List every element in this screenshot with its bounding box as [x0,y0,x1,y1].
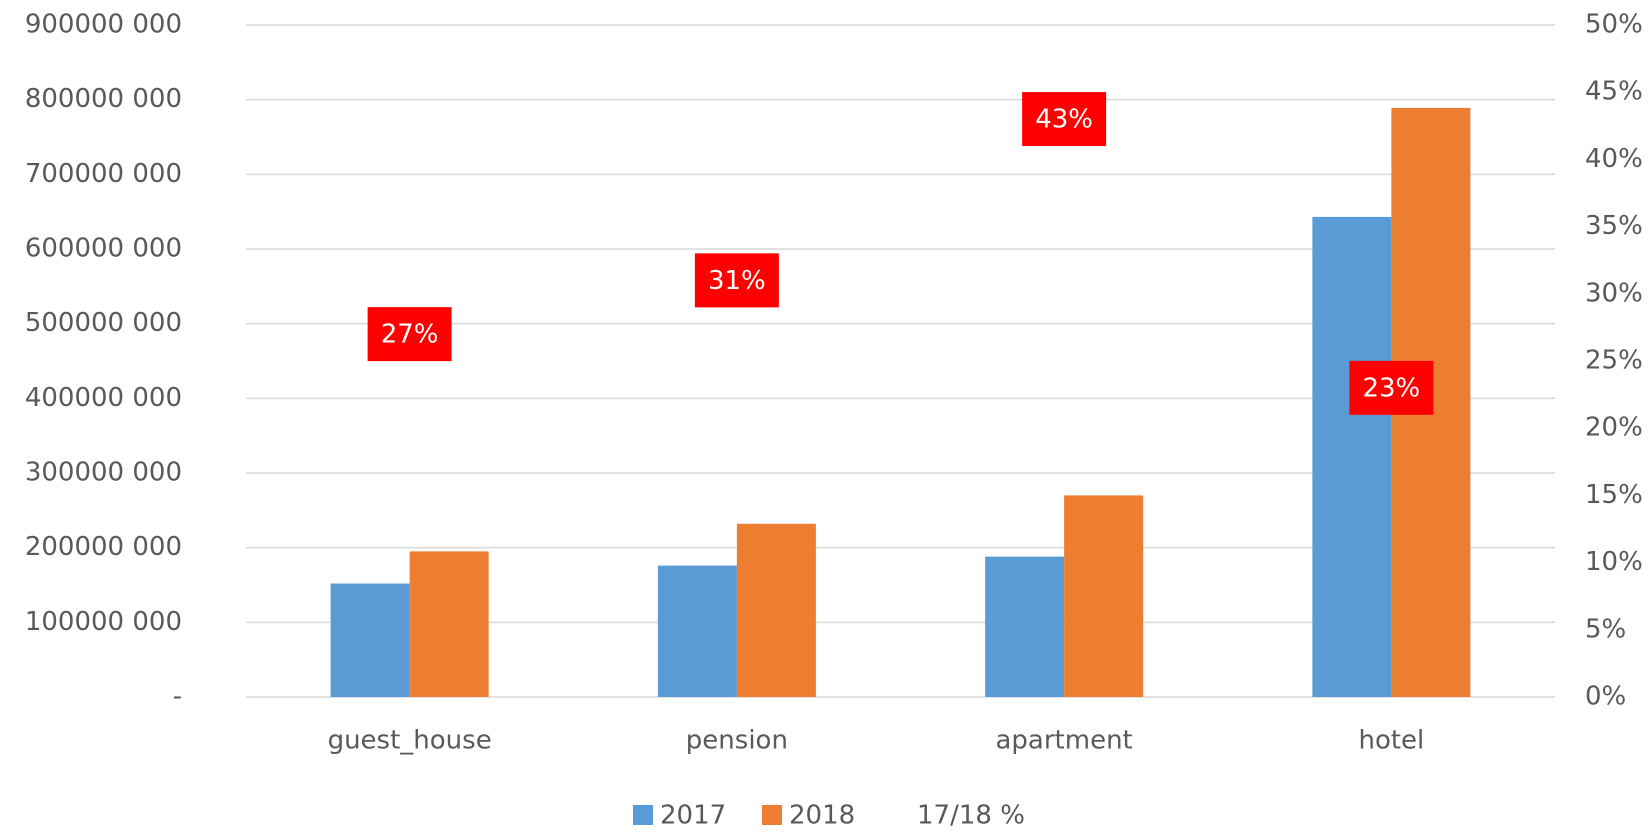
y2-tick-label: 40% [1585,144,1643,174]
percent-label-box [1022,92,1107,147]
y-tick-label: 500000 000 [25,308,182,338]
y-tick-label: 900000 000 [25,10,182,40]
bar [409,551,489,697]
bar [330,583,410,697]
x-tick-label: apartment [996,726,1133,756]
y2-tick-label: 25% [1585,346,1643,376]
y2-tick-label: 45% [1585,77,1643,107]
percent-label-box [367,307,452,362]
percent-label-box [694,253,779,308]
y-tick-label: 700000 000 [25,159,182,189]
y-tick-label: 100000 000 [25,607,182,637]
y2-tick-label: 10% [1585,547,1643,577]
x-tick-label: hotel [1358,726,1424,756]
bar [1064,495,1144,697]
legend-label: 2018 [789,801,855,831]
y2-tick-label: 30% [1585,278,1643,308]
percent-label: 43% [1035,105,1093,135]
y2-tick-label: 20% [1585,413,1643,443]
y2-tick-label: 15% [1585,480,1643,510]
bar [657,565,737,697]
percent-label: 31% [708,266,766,296]
percent-label: 27% [381,320,439,350]
legend-label: 2017 [660,801,726,831]
percent-label: 23% [1362,373,1420,403]
y-tick-label: 800000 000 [25,84,182,114]
x-tick-label: guest_house [328,726,492,756]
y2-tick-label: 0% [1585,682,1626,712]
y-tick-label: 300000 000 [25,458,182,488]
bar [736,523,816,697]
y2-tick-label: 35% [1585,211,1643,241]
bar [1312,216,1392,698]
y2-tick-label: 5% [1585,614,1626,644]
legend-swatch [633,805,653,825]
y-tick-label: 600000 000 [25,234,182,264]
y-tick-label: 400000 000 [25,383,182,413]
bar [985,556,1065,697]
y-tick-label: - [173,682,182,712]
x-tick-label: pension [686,726,788,756]
legend-label: 17/18 % [917,801,1025,831]
legend-swatch [762,805,782,825]
y-tick-label: 200000 000 [25,532,182,562]
y2-tick-label: 50% [1585,10,1643,40]
percent-label-box [1349,360,1434,415]
